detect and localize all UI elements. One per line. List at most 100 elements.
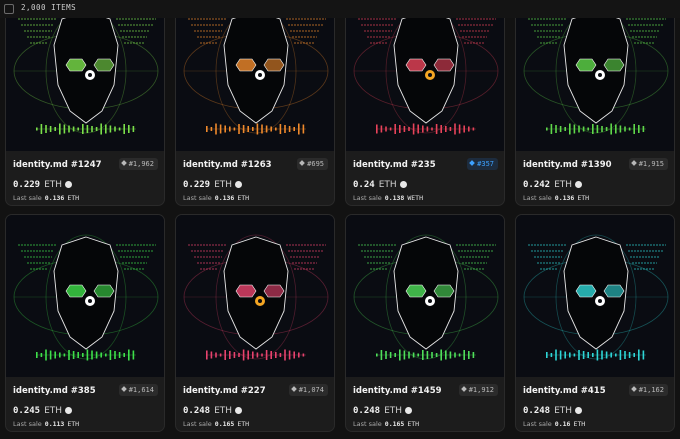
- art-shape: [53, 10, 119, 124]
- art-shape: [68, 350, 70, 360]
- art-shape: [68, 125, 70, 133]
- last-sale-currency: ETH: [237, 420, 250, 428]
- rank-icon: [120, 160, 127, 166]
- art-shape: [53, 236, 119, 350]
- item-image[interactable]: [516, 0, 675, 151]
- art-shape: [238, 124, 240, 134]
- art-shape: [36, 127, 38, 131]
- art-shape: [408, 127, 410, 131]
- rarity-rank: #1,962: [118, 158, 158, 170]
- price-currency: ETH: [44, 406, 63, 416]
- art-shape: [385, 126, 387, 132]
- art-shape: [573, 353, 576, 357]
- currency-icon: [575, 181, 583, 188]
- item-card[interactable]: identity.md #1247 #1,962 0.229 ETH Last sale…: [5, 0, 165, 206]
- art-shape: [598, 73, 602, 77]
- art-shape: [215, 123, 217, 135]
- rank-text: #1,912: [468, 386, 494, 394]
- rarity-rank: #695: [297, 158, 328, 170]
- currency-icon: [399, 181, 407, 188]
- art-shape: [40, 353, 43, 357]
- art-shape: [575, 284, 597, 298]
- art-shape: [284, 349, 286, 361]
- item-image[interactable]: [6, 0, 165, 151]
- last-sale-value: 0.136: [214, 194, 235, 202]
- rank-icon: [630, 160, 637, 166]
- art-shape: [247, 350, 249, 360]
- art-shape: [36, 352, 38, 358]
- art-shape: [223, 236, 289, 350]
- price: 0.245 ETH: [13, 406, 73, 416]
- art-shape: [118, 127, 121, 131]
- art-shape: [45, 349, 47, 361]
- rank-icon: [630, 386, 637, 392]
- art-shape: [633, 353, 635, 357]
- art-shape: [445, 126, 447, 132]
- item-image[interactable]: [346, 215, 505, 377]
- art-shape: [546, 352, 548, 358]
- last-sale-value: 0.165: [384, 420, 405, 428]
- art-shape: [642, 350, 645, 360]
- item-name: identity.md #1390: [523, 160, 612, 170]
- last-sale-label: Last sale: [183, 420, 212, 428]
- item-image[interactable]: [6, 215, 165, 377]
- art-shape: [65, 284, 87, 298]
- price-currency: ETH: [214, 180, 233, 190]
- item-image[interactable]: [176, 0, 335, 151]
- art-shape: [555, 349, 557, 361]
- last-sale-label: Last sale: [183, 194, 212, 202]
- art-shape: [389, 352, 392, 358]
- art-shape: [247, 126, 249, 132]
- price-value: 0.24: [353, 180, 375, 190]
- last-sale-currency: ETH: [407, 420, 420, 428]
- art-shape: [376, 353, 378, 357]
- art-shape: [550, 353, 553, 357]
- item-card[interactable]: identity.md #1390 #1,915 0.242 ETH Last sale…: [515, 0, 675, 206]
- art-shape: [109, 350, 112, 360]
- last-sale: Last sale 0.136 ETH: [523, 194, 589, 202]
- art-shape: [210, 127, 213, 131]
- last-sale-currency: ETH: [577, 194, 590, 202]
- item-card[interactable]: identity.md #385 #1,614 0.245 ETH Last sale 0…: [5, 214, 165, 432]
- art-shape: [582, 351, 585, 359]
- art-shape: [258, 299, 262, 303]
- art-shape: [233, 127, 236, 131]
- select-checkbox[interactable]: [4, 4, 14, 14]
- art-shape: [385, 234, 467, 360]
- art-shape: [454, 123, 456, 135]
- item-card[interactable]: identity.md #235 #357 0.24 ETH Last sale 0.13…: [345, 0, 505, 206]
- art-shape: [105, 353, 107, 357]
- art-shape: [394, 124, 396, 134]
- rank-text: #1,915: [638, 160, 664, 168]
- item-card[interactable]: identity.md #415 #1,162 0.248 ETH Last sale 0…: [515, 214, 675, 432]
- art-shape: [422, 125, 424, 133]
- art-shape: [389, 127, 392, 131]
- item-card[interactable]: identity.md #227 #1,074 0.248 ETH Last sale 0…: [175, 214, 335, 432]
- last-sale-label: Last sale: [353, 194, 382, 202]
- price-value: 0.242: [523, 180, 551, 190]
- item-name: identity.md #1459: [353, 386, 442, 396]
- item-image[interactable]: [346, 0, 505, 151]
- last-sale-label: Last sale: [523, 194, 552, 202]
- art-shape: [563, 236, 629, 350]
- art-shape: [223, 10, 289, 124]
- art-shape: [605, 127, 608, 131]
- art-shape: [564, 351, 566, 359]
- art-shape: [59, 352, 61, 358]
- rank-icon: [469, 160, 475, 166]
- art-shape: [449, 351, 452, 359]
- last-sale-currency: ETH: [67, 194, 80, 202]
- item-image[interactable]: [176, 215, 335, 377]
- art-shape: [100, 123, 102, 135]
- art-shape: [405, 58, 427, 72]
- art-shape: [628, 127, 631, 131]
- art-shape: [215, 234, 297, 360]
- rank-text: #1,614: [128, 386, 154, 394]
- item-image[interactable]: [516, 215, 675, 377]
- item-card[interactable]: identity.md #1459 #1,912 0.248 ETH Last sale…: [345, 214, 505, 432]
- art-shape: [408, 351, 410, 359]
- art-shape: [206, 350, 208, 360]
- price: 0.242 ETH: [523, 180, 583, 190]
- item-card[interactable]: identity.md #1263 #695 0.229 ETH Last sale 0.…: [175, 0, 335, 206]
- rank-text: #1,074: [298, 386, 324, 394]
